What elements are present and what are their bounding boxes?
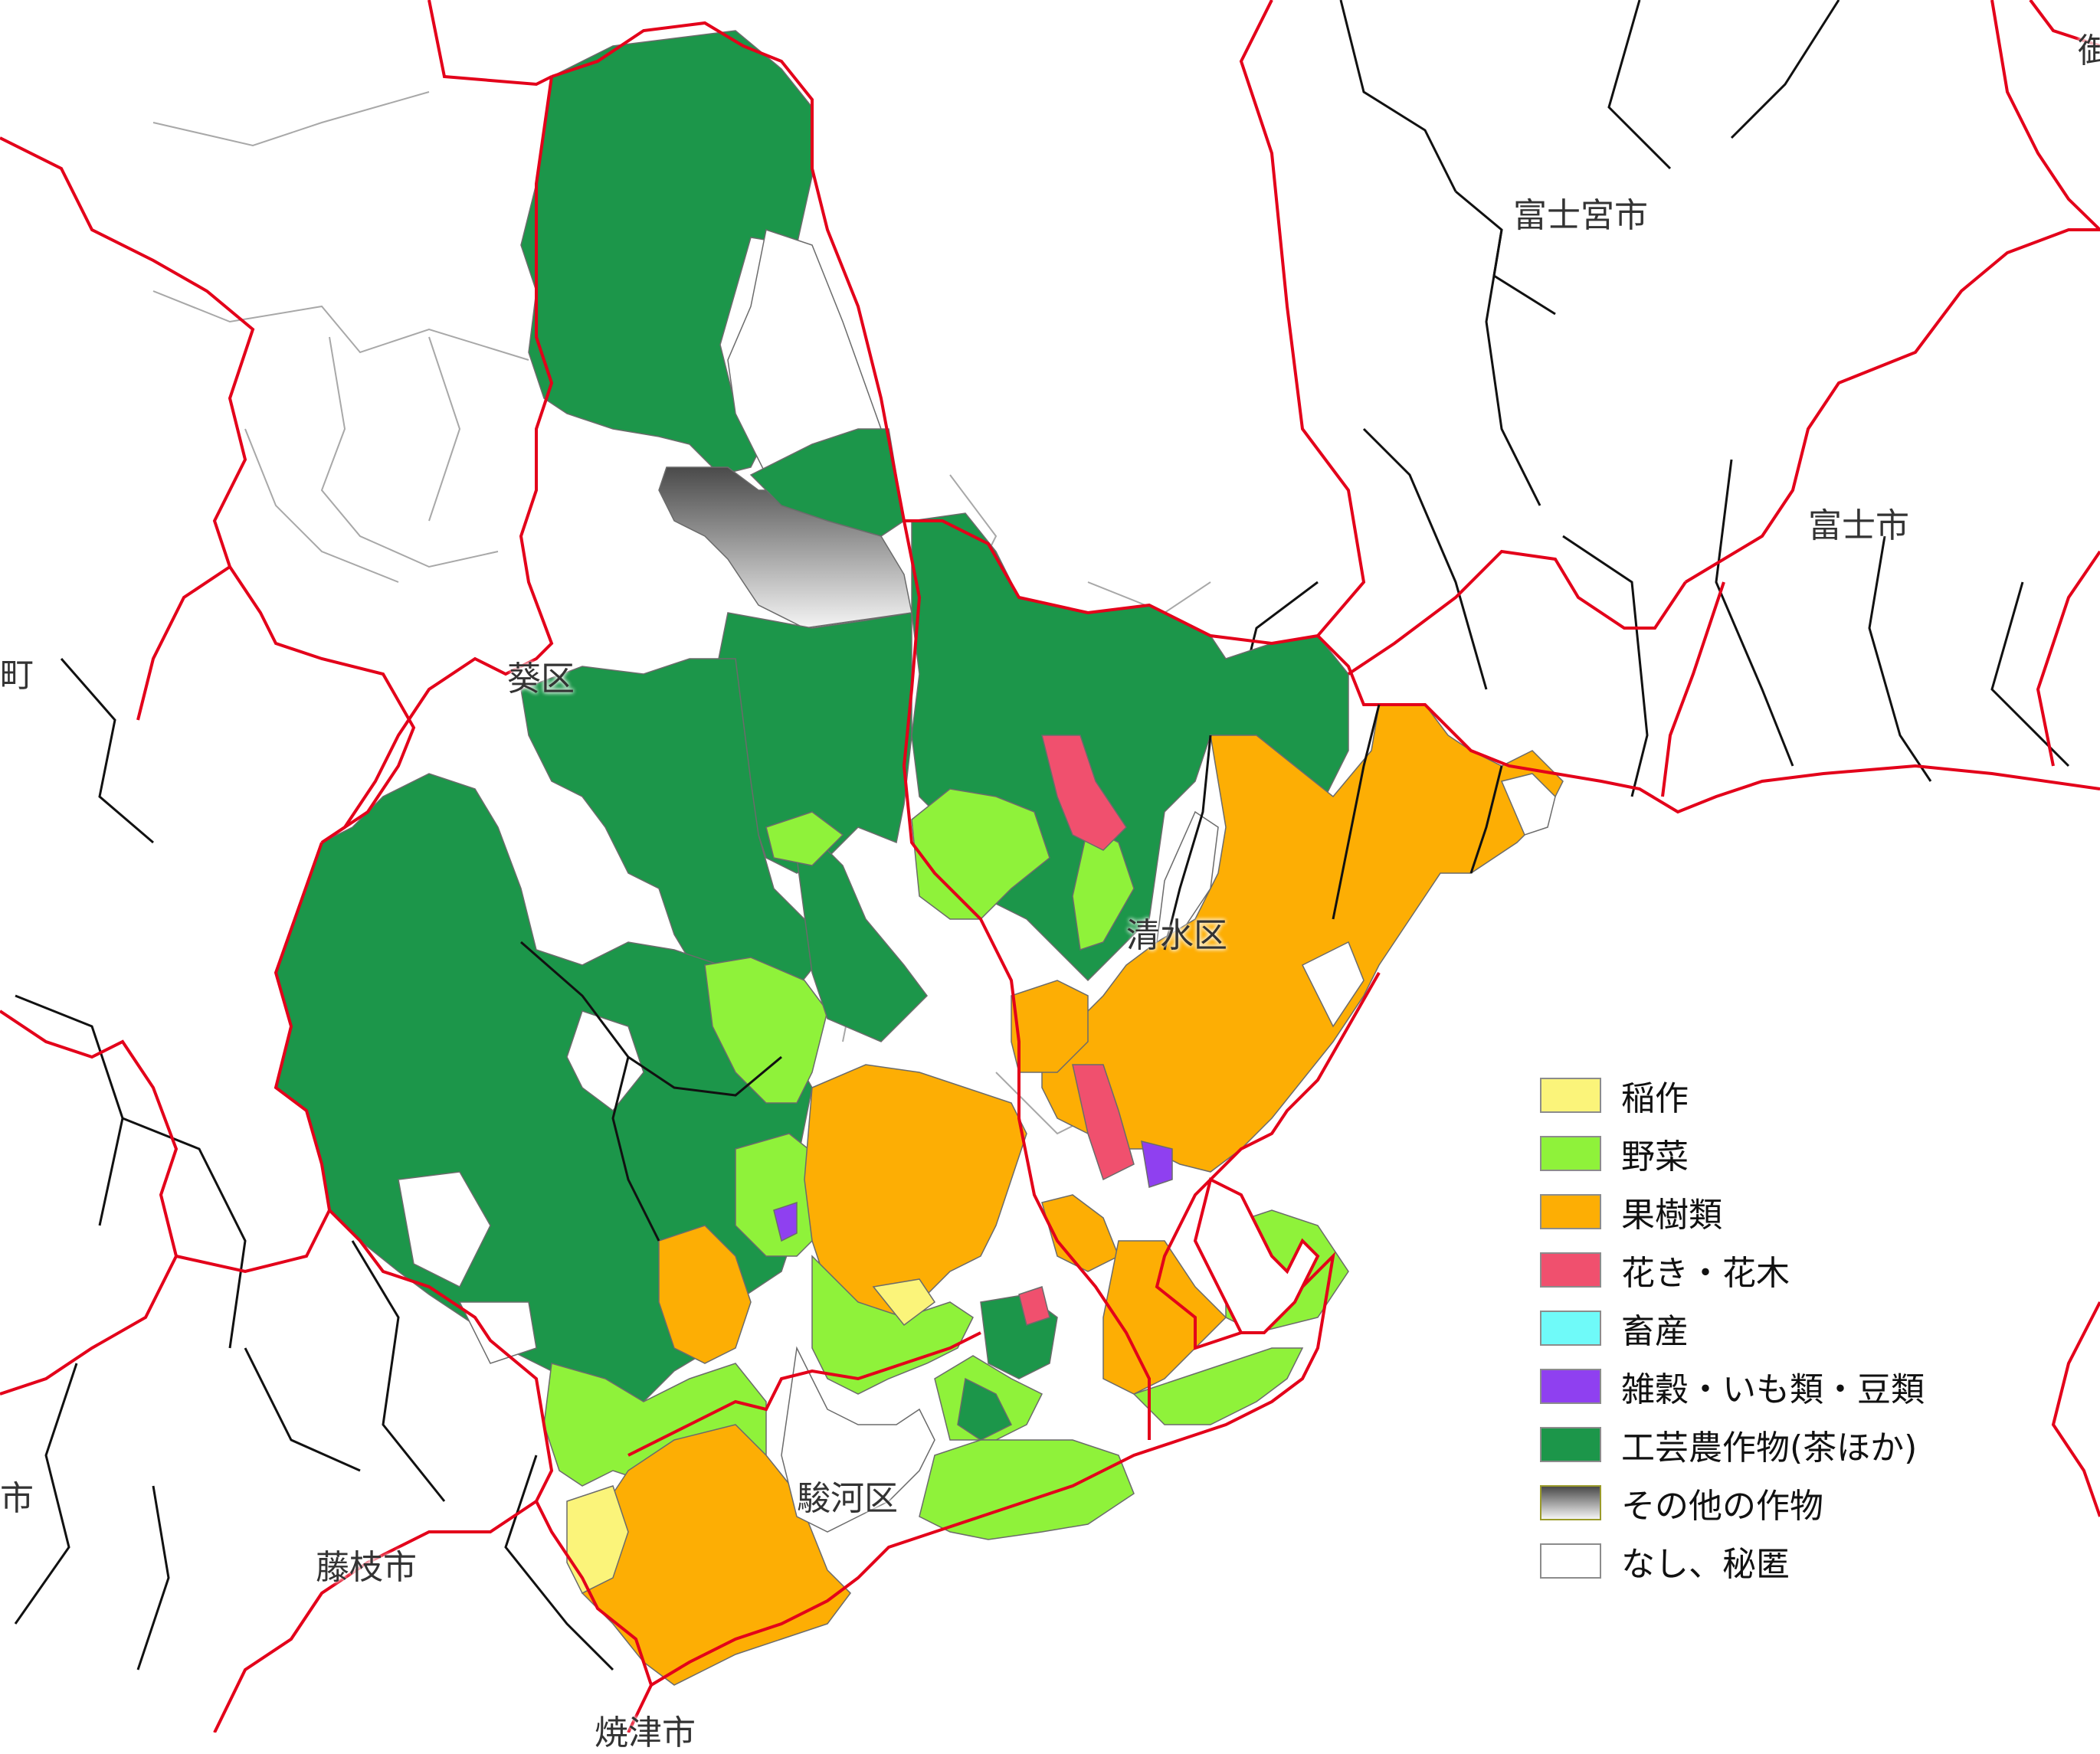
legend-item: 畜産 [1540, 1299, 1925, 1357]
fujieda-label: 藤枝市 [316, 1548, 417, 1587]
legend-swatch-industrial-crops [1540, 1427, 1601, 1462]
suruga-label: 駿河区 [797, 1479, 898, 1518]
edge-label-mid-left: 市 [0, 1479, 34, 1518]
legend-swatch-grains [1540, 1369, 1601, 1404]
legend-item: 野菜 [1540, 1124, 1925, 1183]
legend-item: 花き・花木 [1540, 1241, 1925, 1299]
legend-swatch-livestock [1540, 1311, 1601, 1346]
legend-label: 花き・花木 [1621, 1254, 1790, 1293]
legend-label: 野菜 [1621, 1137, 1689, 1176]
legend-item: 稲作 [1540, 1066, 1925, 1124]
legend-item: その他の作物 [1540, 1474, 1925, 1532]
legend-item: 果樹類 [1540, 1183, 1925, 1241]
legend-label: その他の作物 [1621, 1487, 1823, 1526]
legend-item: なし、秘匿 [1540, 1532, 1925, 1590]
legend-swatch-rice [1540, 1078, 1601, 1113]
inner-lines [520, 704, 1503, 1242]
fujinomiya-label: 富士宮市 [1513, 196, 1648, 235]
shimizu-label: 清水区 [1126, 916, 1227, 955]
edge-label-top-right: 御 [2078, 31, 2100, 70]
legend-label: 果樹類 [1621, 1196, 1722, 1235]
legend-label: 工芸農作物(茶ほか) [1621, 1428, 1918, 1468]
edge-label-top-left: 町 [0, 656, 34, 695]
legend-swatch-vegetables [1540, 1136, 1601, 1171]
district-polygons [275, 30, 1564, 1686]
district-lines [152, 91, 1211, 1135]
legend-item: 工芸農作物(茶ほか) [1540, 1415, 1925, 1474]
legend-swatch-other [1540, 1485, 1601, 1520]
legend-label: 稲作 [1621, 1079, 1689, 1118]
aoi-label: 葵区 [507, 659, 575, 699]
municipal-lines [14, 0, 2070, 1671]
legend-swatch-none [1540, 1543, 1601, 1579]
legend-swatch-fruit [1540, 1194, 1601, 1229]
yaizu-label: 焼津市 [595, 1713, 696, 1752]
legend: 稲作 野菜 果樹類 花き・花木 畜産 雑穀・いも類・豆類 工芸農作物(茶ほか) … [1540, 1066, 1925, 1590]
legend-label: 雑穀・いも類・豆類 [1621, 1370, 1925, 1409]
port-inlet [1193, 1177, 1320, 1334]
fuji-label: 富士市 [1808, 506, 1909, 545]
legend-label: 畜産 [1621, 1312, 1689, 1351]
legend-label: なし、秘匿 [1621, 1545, 1790, 1584]
legend-item: 雑穀・いも類・豆類 [1540, 1357, 1925, 1415]
legend-swatch-flowers [1540, 1252, 1601, 1288]
